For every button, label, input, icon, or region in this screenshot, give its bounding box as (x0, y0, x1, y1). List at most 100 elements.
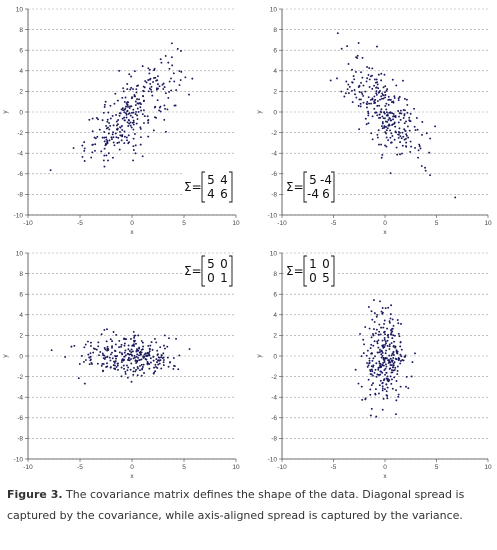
axis-label-x: x (130, 229, 134, 236)
scatter-point (91, 143, 94, 146)
scatter-point (364, 117, 367, 120)
scatter-point (374, 393, 377, 396)
scatter-point (154, 363, 157, 366)
scatter-point (130, 126, 133, 129)
scatter-point (351, 89, 353, 92)
scatter-point (128, 359, 131, 362)
scatter-point (382, 361, 385, 364)
scatter-point (397, 322, 400, 325)
scatter-point (83, 346, 86, 349)
scatter-point (395, 389, 398, 392)
scatter-point (154, 370, 157, 373)
scatter-point (87, 353, 90, 356)
scatter-point (386, 127, 389, 130)
scatter-point (386, 386, 389, 389)
scatter-point (400, 355, 403, 358)
scatter-point (124, 349, 127, 352)
tick-label-y: 0 (273, 109, 277, 116)
scatter-point (91, 130, 94, 133)
matrix-entry: 6 (220, 187, 228, 201)
scatter-point (381, 351, 384, 354)
scatter-point (388, 320, 391, 323)
scatter-point (402, 135, 405, 138)
scatter-point (113, 364, 116, 367)
scatter-point (111, 156, 114, 159)
scatter-point (96, 362, 99, 365)
scatter-point (375, 362, 378, 365)
scatter-point (429, 137, 432, 140)
scatter-point (354, 368, 357, 371)
tick-label-x: 10 (232, 220, 240, 227)
scatter-point (124, 370, 127, 373)
tick-label-y: 4 (273, 68, 277, 75)
scatter-point (120, 375, 123, 378)
scatter-point (375, 93, 378, 96)
scatter-point (378, 323, 381, 326)
scatter-point (164, 347, 166, 350)
scatter-point (381, 371, 384, 374)
scatter-point (180, 70, 183, 73)
scatter-point (340, 47, 343, 50)
annotation-background (182, 255, 234, 287)
scatter-point (388, 343, 391, 346)
scatter-point (49, 169, 52, 172)
scatter-point (378, 351, 381, 354)
scatter-point (377, 87, 380, 90)
scatter-point (149, 344, 152, 347)
scatter-point (123, 355, 126, 358)
scatter-point (128, 122, 131, 125)
scatter-point (130, 86, 133, 89)
scatter-point (395, 131, 397, 134)
scatter-point (127, 125, 130, 127)
scatter-point (369, 368, 372, 371)
scatter-point (128, 350, 131, 352)
scatter-point (88, 363, 91, 366)
sigma-label: Σ= (286, 180, 304, 194)
scatter-point (377, 333, 380, 336)
scatter-point (383, 359, 386, 362)
scatter-point (129, 124, 132, 127)
scatter-point (388, 361, 391, 364)
matrix-entry: 5 (322, 271, 330, 285)
scatter-point (147, 119, 149, 122)
scatter-point (386, 88, 389, 91)
scatter-point (163, 344, 165, 347)
scatter-point (366, 77, 369, 80)
scatter-point (397, 121, 400, 124)
scatter-point (130, 351, 133, 354)
scatter-point (380, 143, 383, 146)
scatter-point (164, 130, 167, 133)
scatter-point (414, 129, 417, 132)
scatter-point (397, 130, 400, 133)
scatter-point (142, 365, 144, 368)
scatter-point (401, 152, 403, 155)
tick-label-y: -4 (17, 151, 23, 158)
scatter-point (394, 413, 397, 416)
scatter-point (118, 339, 121, 342)
scatter-point (166, 345, 169, 348)
tick-label-y: -10 (268, 212, 278, 219)
tick-label-y: -4 (271, 151, 277, 158)
scatter-point (126, 121, 129, 124)
scatter-point (371, 67, 374, 70)
scatter-point (379, 379, 382, 382)
annotation-background (284, 171, 336, 203)
scatter-point (170, 77, 172, 80)
scatter-point (362, 101, 365, 104)
tick-label-y: 10 (16, 6, 24, 13)
scatter-point (109, 117, 112, 120)
scatter-point (155, 116, 157, 119)
scatter-point (379, 116, 382, 119)
scatter-point (141, 113, 144, 116)
scatter-point (384, 94, 387, 96)
scatter-point (134, 113, 137, 116)
scatter-point (381, 311, 384, 314)
scatter-point (374, 101, 377, 104)
scatter-point (167, 365, 170, 368)
scatter-point (160, 356, 163, 359)
scatter-point (103, 140, 106, 143)
scatter-point (360, 81, 363, 84)
scatter-point (136, 107, 139, 110)
scatter-point (136, 360, 139, 363)
